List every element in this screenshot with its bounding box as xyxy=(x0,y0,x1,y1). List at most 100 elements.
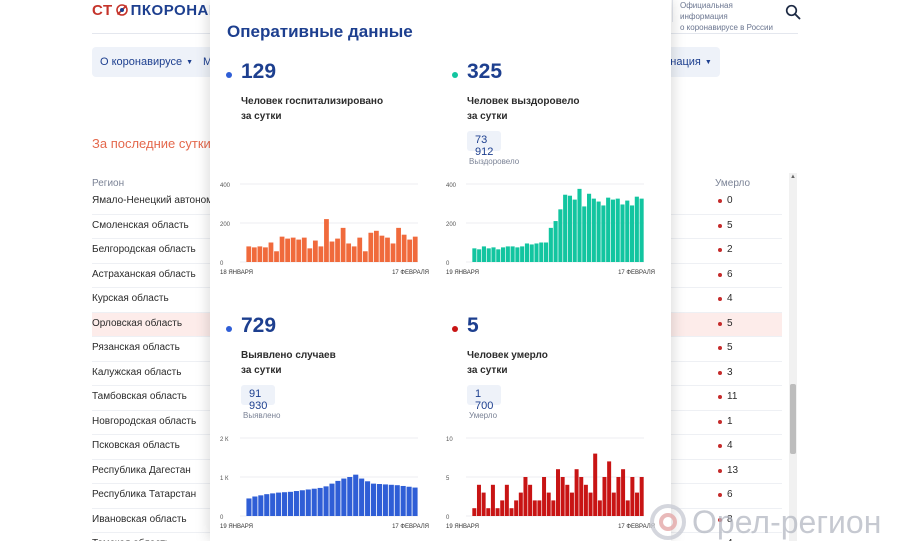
chart-bar[interactable] xyxy=(276,492,282,516)
chart-bar[interactable] xyxy=(264,494,270,516)
search-icon[interactable] xyxy=(785,4,801,20)
chart-bar[interactable] xyxy=(635,492,640,516)
chart-bar[interactable] xyxy=(601,205,606,262)
chart-bar[interactable] xyxy=(528,484,533,516)
chart-bar[interactable] xyxy=(639,477,644,516)
chart-bar[interactable] xyxy=(597,500,602,516)
chart-bar[interactable] xyxy=(537,500,542,516)
chart-bar[interactable] xyxy=(495,508,500,516)
chart-bar[interactable] xyxy=(472,248,477,262)
chart-bar[interactable] xyxy=(486,248,491,262)
chart-bar[interactable] xyxy=(567,195,572,262)
chart-bar[interactable] xyxy=(591,198,596,262)
chart-bar[interactable] xyxy=(579,477,584,516)
chart-bar[interactable] xyxy=(329,483,335,516)
chart-bar[interactable] xyxy=(390,243,396,262)
chart-bar[interactable] xyxy=(496,249,501,262)
chart-bar[interactable] xyxy=(611,492,616,516)
chart-bar[interactable] xyxy=(307,248,313,262)
site-logo[interactable]: СТ ПКОРОНАВИ xyxy=(92,0,231,20)
chart-bar[interactable] xyxy=(329,241,335,262)
chart-bar[interactable] xyxy=(518,492,523,516)
chart-bar[interactable] xyxy=(553,221,558,262)
chart-bar[interactable] xyxy=(625,500,630,516)
chart-bar[interactable] xyxy=(340,227,346,262)
chart-bar[interactable] xyxy=(296,239,302,262)
chart-bar[interactable] xyxy=(515,247,520,262)
chart-bar[interactable] xyxy=(305,489,311,516)
chart-bar[interactable] xyxy=(505,246,510,262)
chart-bar[interactable] xyxy=(341,478,347,516)
chart-bar[interactable] xyxy=(606,197,611,262)
chart-bar[interactable] xyxy=(523,477,528,516)
chart-bar[interactable] xyxy=(370,483,377,516)
chart-bar[interactable] xyxy=(318,246,324,262)
chart-bar[interactable] xyxy=(548,227,553,262)
chart-bar[interactable] xyxy=(509,508,514,516)
chart-bar[interactable] xyxy=(385,237,390,262)
chart-bar[interactable] xyxy=(588,492,593,516)
chart-bar[interactable] xyxy=(510,246,515,262)
chart-bar[interactable] xyxy=(542,477,547,516)
chart-bar[interactable] xyxy=(500,500,505,516)
chart-bar[interactable] xyxy=(563,194,568,262)
chart-bar[interactable] xyxy=(357,237,363,262)
chart-bar[interactable] xyxy=(481,246,486,262)
chart-bar[interactable] xyxy=(582,206,587,262)
chart-bar[interactable] xyxy=(274,251,279,262)
chart-bar[interactable] xyxy=(412,236,418,262)
chart-bar[interactable] xyxy=(285,238,290,262)
chart-bar[interactable] xyxy=(477,249,482,262)
chart-bar[interactable] xyxy=(587,193,592,262)
chart-bar[interactable] xyxy=(374,230,379,262)
column-header-region[interactable]: Регион xyxy=(92,178,125,189)
nav-about-coronavirus[interactable]: О коронавирусе ▼ xyxy=(92,47,202,77)
chart-bar[interactable] xyxy=(396,227,401,262)
chart-bar[interactable] xyxy=(532,500,537,516)
chart-bar[interactable] xyxy=(335,480,341,516)
chart-bar[interactable] xyxy=(551,500,556,516)
chart-bar[interactable] xyxy=(490,484,495,516)
chart-bar[interactable] xyxy=(602,477,607,516)
chart-bar[interactable] xyxy=(412,487,418,516)
chart-bar[interactable] xyxy=(263,247,268,262)
chart-bar[interactable] xyxy=(246,246,252,262)
chart-bar[interactable] xyxy=(630,477,635,516)
column-header-died[interactable]: Умерло xyxy=(715,178,751,189)
chart-bar[interactable] xyxy=(376,484,382,516)
chart-bar[interactable] xyxy=(572,199,577,262)
scrollbar-thumb[interactable] xyxy=(790,384,796,454)
chart-bar[interactable] xyxy=(514,500,519,516)
chart-bar[interactable] xyxy=(312,240,318,262)
chart-bar[interactable] xyxy=(481,492,486,516)
chart-bar[interactable] xyxy=(317,487,323,516)
chart-bar[interactable] xyxy=(346,243,352,262)
chart-bar[interactable] xyxy=(593,453,598,516)
chart-bar[interactable] xyxy=(486,508,491,516)
chart-bar[interactable] xyxy=(382,484,388,516)
chart-bar[interactable] xyxy=(257,246,263,262)
table-row[interactable]: Томская область 4 xyxy=(92,533,782,541)
chart-bar[interactable] xyxy=(251,247,257,262)
chart-bar[interactable] xyxy=(569,492,574,516)
chart-bar[interactable] xyxy=(577,188,582,262)
chart-bar[interactable] xyxy=(290,237,296,262)
chart-bar[interactable] xyxy=(401,234,407,262)
chart-bar[interactable] xyxy=(335,238,340,262)
chart-bar[interactable] xyxy=(388,484,394,516)
chart-bar[interactable] xyxy=(476,484,481,516)
chart-bar[interactable] xyxy=(501,247,506,262)
chart-bar[interactable] xyxy=(359,478,365,516)
chart-bar[interactable] xyxy=(279,236,285,262)
chart-bar[interactable] xyxy=(394,485,400,516)
chart-bar[interactable] xyxy=(529,244,534,262)
chart-bar[interactable] xyxy=(347,477,353,516)
chart-bar[interactable] xyxy=(406,486,412,516)
chart-bar[interactable] xyxy=(615,198,620,262)
chart-bar[interactable] xyxy=(400,485,406,516)
chart-bar[interactable] xyxy=(311,488,317,516)
chart-bar[interactable] xyxy=(544,242,549,263)
chart-bar[interactable] xyxy=(610,199,615,262)
chart-bar[interactable] xyxy=(407,239,413,262)
chart-bar[interactable] xyxy=(639,198,644,262)
